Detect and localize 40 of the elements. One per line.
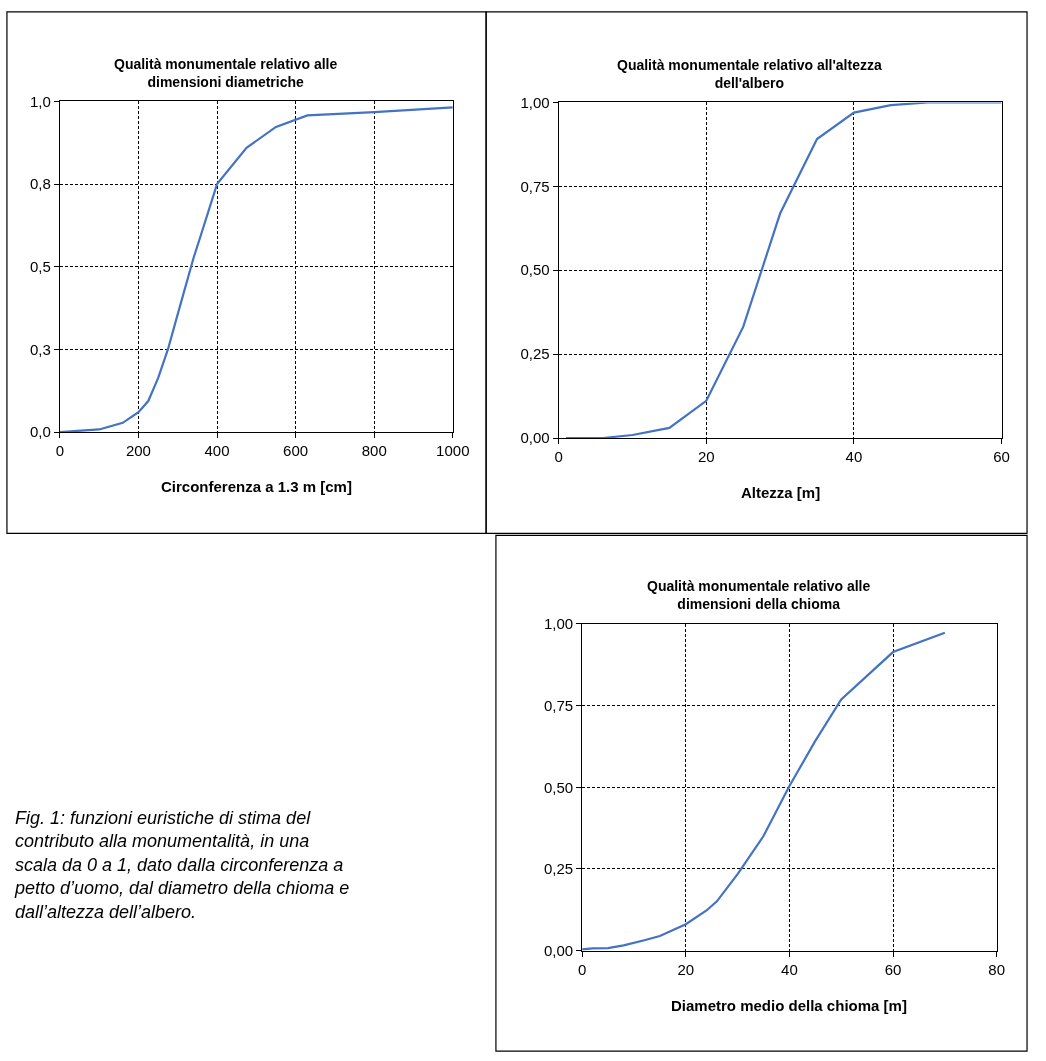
x-tick-label: 200 — [125, 442, 151, 460]
y-tick-label: 1,00 — [520, 93, 550, 111]
y-tick-label: 0,0 — [30, 423, 51, 441]
x-tick-label: 60 — [993, 448, 1010, 466]
x-axis-title: Circonferenza a 1.3 m [cm] — [161, 478, 352, 495]
x-axis-title: Diametro medio della chioma [m] — [671, 997, 907, 1014]
x-tick-label: 40 — [781, 960, 798, 978]
y-tick-label: 0,25 — [520, 345, 550, 363]
chart-title: Qualità monumentale relativo alle dimensioni diametriche — [114, 56, 338, 91]
chart-title: Qualità monumentale relativo all'altezza dell'albero — [617, 57, 882, 92]
y-tick-label: 0,00 — [520, 429, 550, 447]
x-tick-label: 0 — [55, 442, 65, 460]
line-series — [564, 102, 1002, 439]
chart-title: Qualità monumentale relativo alle dimensioni della chioma — [647, 578, 871, 613]
x-tick-label: 20 — [697, 448, 715, 466]
y-tick-label: 0,00 — [543, 941, 574, 959]
x-tick-label: 60 — [884, 960, 902, 978]
y-tick-label: 1,0 — [30, 92, 51, 110]
x-tick-label: 20 — [677, 960, 695, 978]
y-tick-label: 0,75 — [543, 696, 574, 714]
x-tick-label: 80 — [988, 960, 1006, 978]
y-tick-label: 0,8 — [30, 175, 51, 193]
y-tick-label: 0,50 — [543, 778, 574, 796]
x-tick-label: 600 — [283, 442, 309, 460]
line-series — [582, 631, 946, 951]
x-tick-label: 1000 — [436, 442, 470, 460]
x-tick-label: 800 — [361, 442, 387, 460]
x-tick-label: 400 — [204, 442, 230, 460]
x-tick-label: 0 — [554, 448, 563, 466]
y-tick-label: 0,50 — [520, 261, 550, 279]
y-tick-label: 0,5 — [30, 258, 51, 276]
y-tick-label: 0,75 — [520, 177, 550, 195]
x-axis-title: Altezza [m] — [741, 484, 821, 501]
line-series — [59, 106, 453, 433]
x-tick-label: 40 — [845, 448, 863, 466]
caption: Fig. 1: funzioni euristiche di stima del contributo alla monumentalità, in una scala da 0 a 1, dato dalla circonferenza a petto d’uomo, dal diametro della chioma e dall’altezza dell’albero. — [14, 808, 350, 922]
x-tick-label: 0 — [577, 960, 587, 978]
y-tick-label: 1,00 — [543, 615, 574, 633]
y-tick-label: 0,25 — [543, 860, 574, 878]
y-tick-label: 0,3 — [30, 340, 51, 358]
